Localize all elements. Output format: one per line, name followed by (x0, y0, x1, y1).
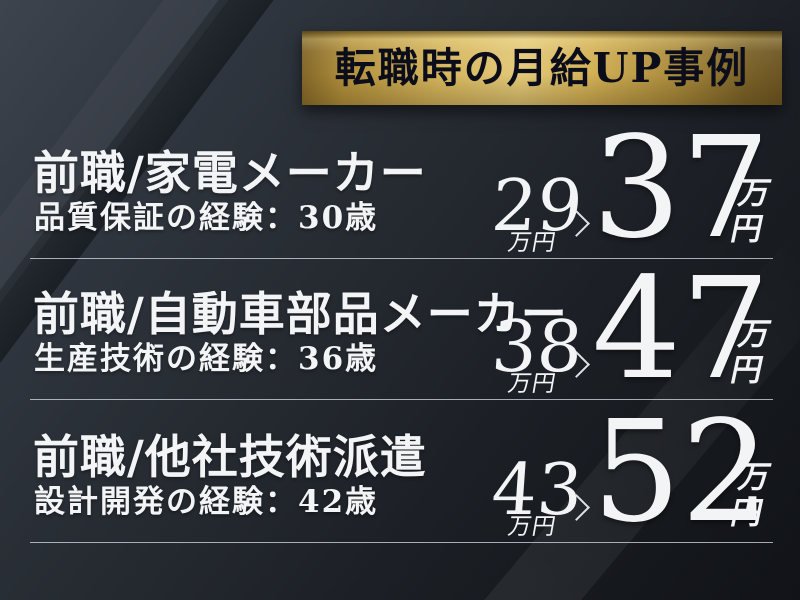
salary-before: 43 万円 (489, 448, 585, 540)
salary-before-unit: 万円 (505, 514, 559, 540)
job-title: 前職/他社技術派遣 (33, 430, 427, 484)
row-divider (30, 399, 773, 400)
salary-before: 29 万円 (489, 164, 585, 256)
salary-after-value: 37 (592, 107, 771, 270)
case-row: 前職/他社技術派遣 設計開発の経験：42歳 43 万円 52 万円 (0, 403, 800, 543)
job-title: 前職/家電メーカー (33, 146, 427, 200)
case-row: 前職/家電メーカー 品質保証の経験：30歳 29 万円 37 万円 (0, 119, 800, 259)
job-title: 前職/自動車部品メーカー (33, 287, 568, 341)
page-title: 転職時の月給UP事例 (334, 44, 750, 92)
experience-detail: 生産技術の経験：36歳 (34, 341, 379, 377)
salary-before-unit: 万円 (505, 230, 559, 256)
salary-after-value: 47 (592, 248, 771, 411)
salary-before: 38 万円 (489, 305, 585, 397)
experience-detail: 品質保証の経験：30歳 (34, 200, 379, 236)
salary-before-unit: 万円 (505, 371, 559, 397)
salary-after-value: 52 (592, 391, 771, 554)
title-banner: 転職時の月給UP事例 (302, 31, 782, 105)
row-divider (30, 542, 773, 543)
case-row: 前職/自動車部品メーカー 生産技術の経験：36歳 38 万円 47 万円 (0, 260, 800, 400)
experience-detail: 設計開発の経験：42歳 (34, 484, 379, 520)
row-divider (30, 258, 773, 259)
